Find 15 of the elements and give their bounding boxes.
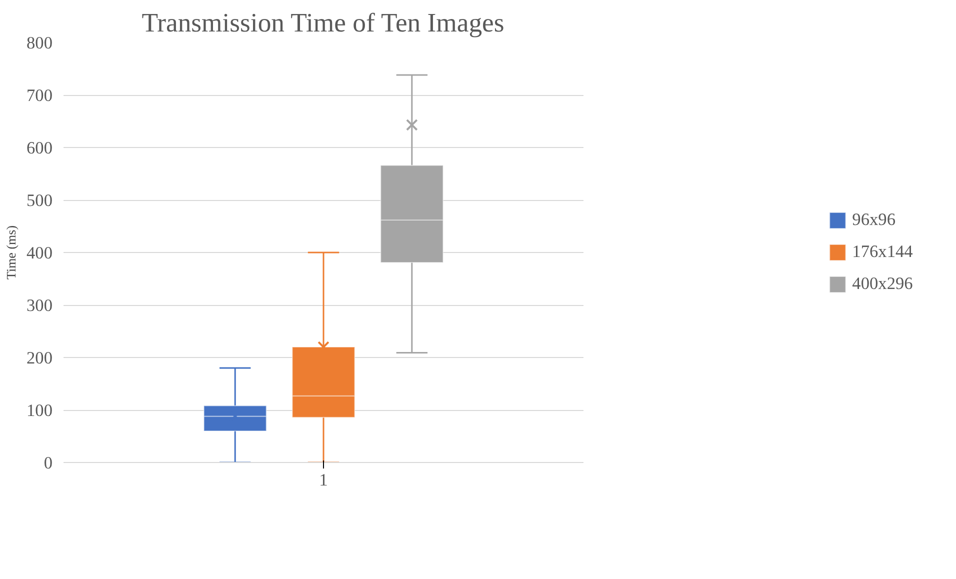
- y-tick-label: 100: [26, 401, 53, 420]
- legend-label: 176x144: [852, 242, 913, 262]
- y-tick-label: 800: [26, 34, 53, 52]
- y-axis-title: Time (ms): [4, 225, 19, 280]
- chart-title: Transmission Time of Ten Images: [142, 8, 504, 38]
- y-tick-label: 500: [26, 191, 53, 210]
- y-tick-label: 700: [26, 86, 53, 105]
- y-tick-label: 200: [26, 348, 53, 368]
- legend-label: 400x296: [852, 274, 913, 294]
- y-tick-label: 0: [44, 454, 53, 472]
- x-tick-label: 1: [319, 470, 328, 490]
- y-tick-label: 300: [26, 296, 53, 315]
- y-tick-label: 400: [26, 244, 53, 262]
- y-tick-label: 600: [26, 138, 53, 158]
- legend-label: 96x96: [852, 210, 896, 230]
